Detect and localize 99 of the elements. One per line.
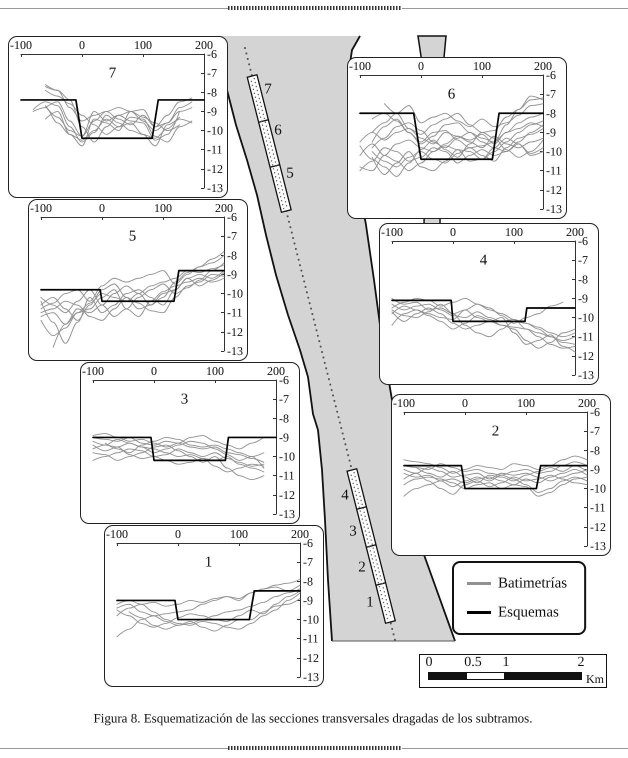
text: 6 — [448, 86, 456, 102]
y-tick-label: -9 — [303, 593, 313, 608]
x-tick-label: 0 — [418, 59, 424, 73]
y-tick-label: -13 — [303, 670, 319, 684]
y-tick-label: -13 — [227, 344, 243, 358]
y-tick-label: -13 — [279, 507, 295, 521]
x-tick-label: 200 — [566, 225, 584, 239]
text: 2 — [358, 560, 366, 576]
y-tick-label: -11 — [546, 164, 562, 178]
text: 7 — [108, 66, 117, 82]
x-tick-label: 100 — [505, 225, 523, 239]
y-tick-label: -13 — [546, 202, 562, 216]
y-tick-label: -7 — [227, 229, 237, 244]
y-tick-label: -9 — [578, 291, 588, 306]
y-tick-label: -8 — [546, 106, 556, 120]
text: 2 — [578, 655, 584, 670]
text: 4 — [480, 252, 488, 268]
x-tick-label: 200 — [267, 364, 285, 378]
y-tick-label: -12 — [546, 182, 562, 197]
y-tick-label: -11 — [303, 632, 319, 646]
y-tick-label: -10 — [546, 144, 562, 159]
x-tick-label: 200 — [215, 201, 233, 215]
legend-label: Esquemas — [498, 604, 559, 620]
y-tick-label: -10 — [279, 450, 295, 464]
y-tick-label: -9 — [546, 125, 556, 140]
text: 1 — [366, 594, 374, 610]
text: 4 — [341, 488, 349, 504]
x-tick-label: -100 — [393, 396, 415, 410]
text: 1 — [204, 554, 212, 570]
x-tick-label: -100 — [349, 59, 371, 73]
text: 5 — [286, 166, 294, 182]
y-tick-label: -10 — [207, 124, 223, 138]
x-tick-label: 0 — [99, 201, 105, 215]
y-tick-label: -12 — [207, 162, 223, 176]
text: 0 — [426, 655, 432, 670]
y-tick-label: -12 — [578, 348, 594, 363]
text: Km — [586, 672, 604, 686]
x-tick-label: 0 — [450, 225, 456, 239]
x-tick-label: 100 — [154, 201, 172, 215]
y-tick-label: -10 — [590, 482, 606, 496]
x-tick-label: 0 — [79, 38, 85, 52]
x-tick-label: 200 — [534, 59, 552, 73]
text: 2 — [492, 424, 500, 440]
y-tick-label: -8 — [303, 574, 313, 588]
y-tick-label: -8 — [578, 272, 588, 286]
x-tick-label: 100 — [134, 38, 152, 52]
y-tick-label: -12 — [227, 324, 243, 339]
y-tick-label: -8 — [279, 411, 289, 426]
y-tick-label: -7 — [279, 392, 289, 406]
x-tick-label: 100 — [473, 59, 491, 73]
y-tick-label: -10 — [578, 310, 594, 325]
y-tick-label: -7 — [207, 66, 217, 80]
y-tick-label: -9 — [207, 104, 217, 118]
x-tick-label: 200 — [291, 527, 309, 541]
text: 6 — [274, 122, 282, 138]
text: 7 — [264, 82, 272, 98]
x-tick-label: 0 — [462, 396, 468, 410]
y-tick-label: -8 — [207, 85, 217, 100]
x-tick-label: -100 — [10, 38, 32, 52]
x-tick-label: -100 — [381, 225, 403, 239]
text: Figura 8. Esquematización de las secciones transversales dragadas de los subtramos. — [94, 710, 532, 726]
x-tick-label: 100 — [230, 527, 248, 541]
y-tick-label: -9 — [227, 267, 237, 282]
x-tick-label: -100 — [82, 364, 104, 378]
y-tick-label: -13 — [578, 368, 594, 382]
x-tick-label: -100 — [30, 201, 52, 215]
y-tick-label: -7 — [578, 253, 588, 268]
y-tick-label: -11 — [227, 306, 243, 320]
text: 1 — [502, 655, 510, 670]
y-tick-label: -11 — [207, 142, 223, 157]
y-tick-label: -12 — [303, 650, 319, 665]
x-tick-label: 200 — [578, 396, 596, 410]
y-tick-label: -12 — [590, 520, 606, 534]
x-tick-label: 0 — [175, 527, 181, 541]
text: 5 — [128, 228, 136, 244]
x-tick-label: -100 — [106, 527, 128, 541]
legend-label: Batimetrías — [498, 576, 568, 592]
y-tick-label: -13 — [207, 181, 223, 195]
y-tick-label: -10 — [303, 612, 319, 627]
y-tick-label: -7 — [303, 555, 313, 570]
y-tick-label: -12 — [279, 488, 295, 502]
y-tick-label: -13 — [590, 539, 606, 553]
x-tick-label: 0 — [151, 364, 157, 378]
x-tick-label: 100 — [206, 364, 224, 378]
y-tick-label: -7 — [546, 87, 556, 102]
y-tick-label: -9 — [279, 430, 289, 444]
y-tick-label: -7 — [590, 424, 600, 438]
y-tick-label: -9 — [590, 462, 600, 476]
y-tick-label: -11 — [578, 330, 594, 344]
y-tick-label: -10 — [227, 286, 243, 301]
y-tick-label: -8 — [227, 248, 237, 262]
y-tick-label: -8 — [590, 443, 600, 458]
text: 3 — [349, 524, 357, 540]
y-tick-label: -11 — [590, 500, 606, 515]
text: 3 — [180, 392, 188, 408]
x-tick-label: 200 — [195, 38, 213, 52]
x-tick-label: 100 — [517, 396, 535, 410]
y-tick-label: -11 — [279, 468, 295, 483]
text: 0.5 — [464, 655, 482, 670]
